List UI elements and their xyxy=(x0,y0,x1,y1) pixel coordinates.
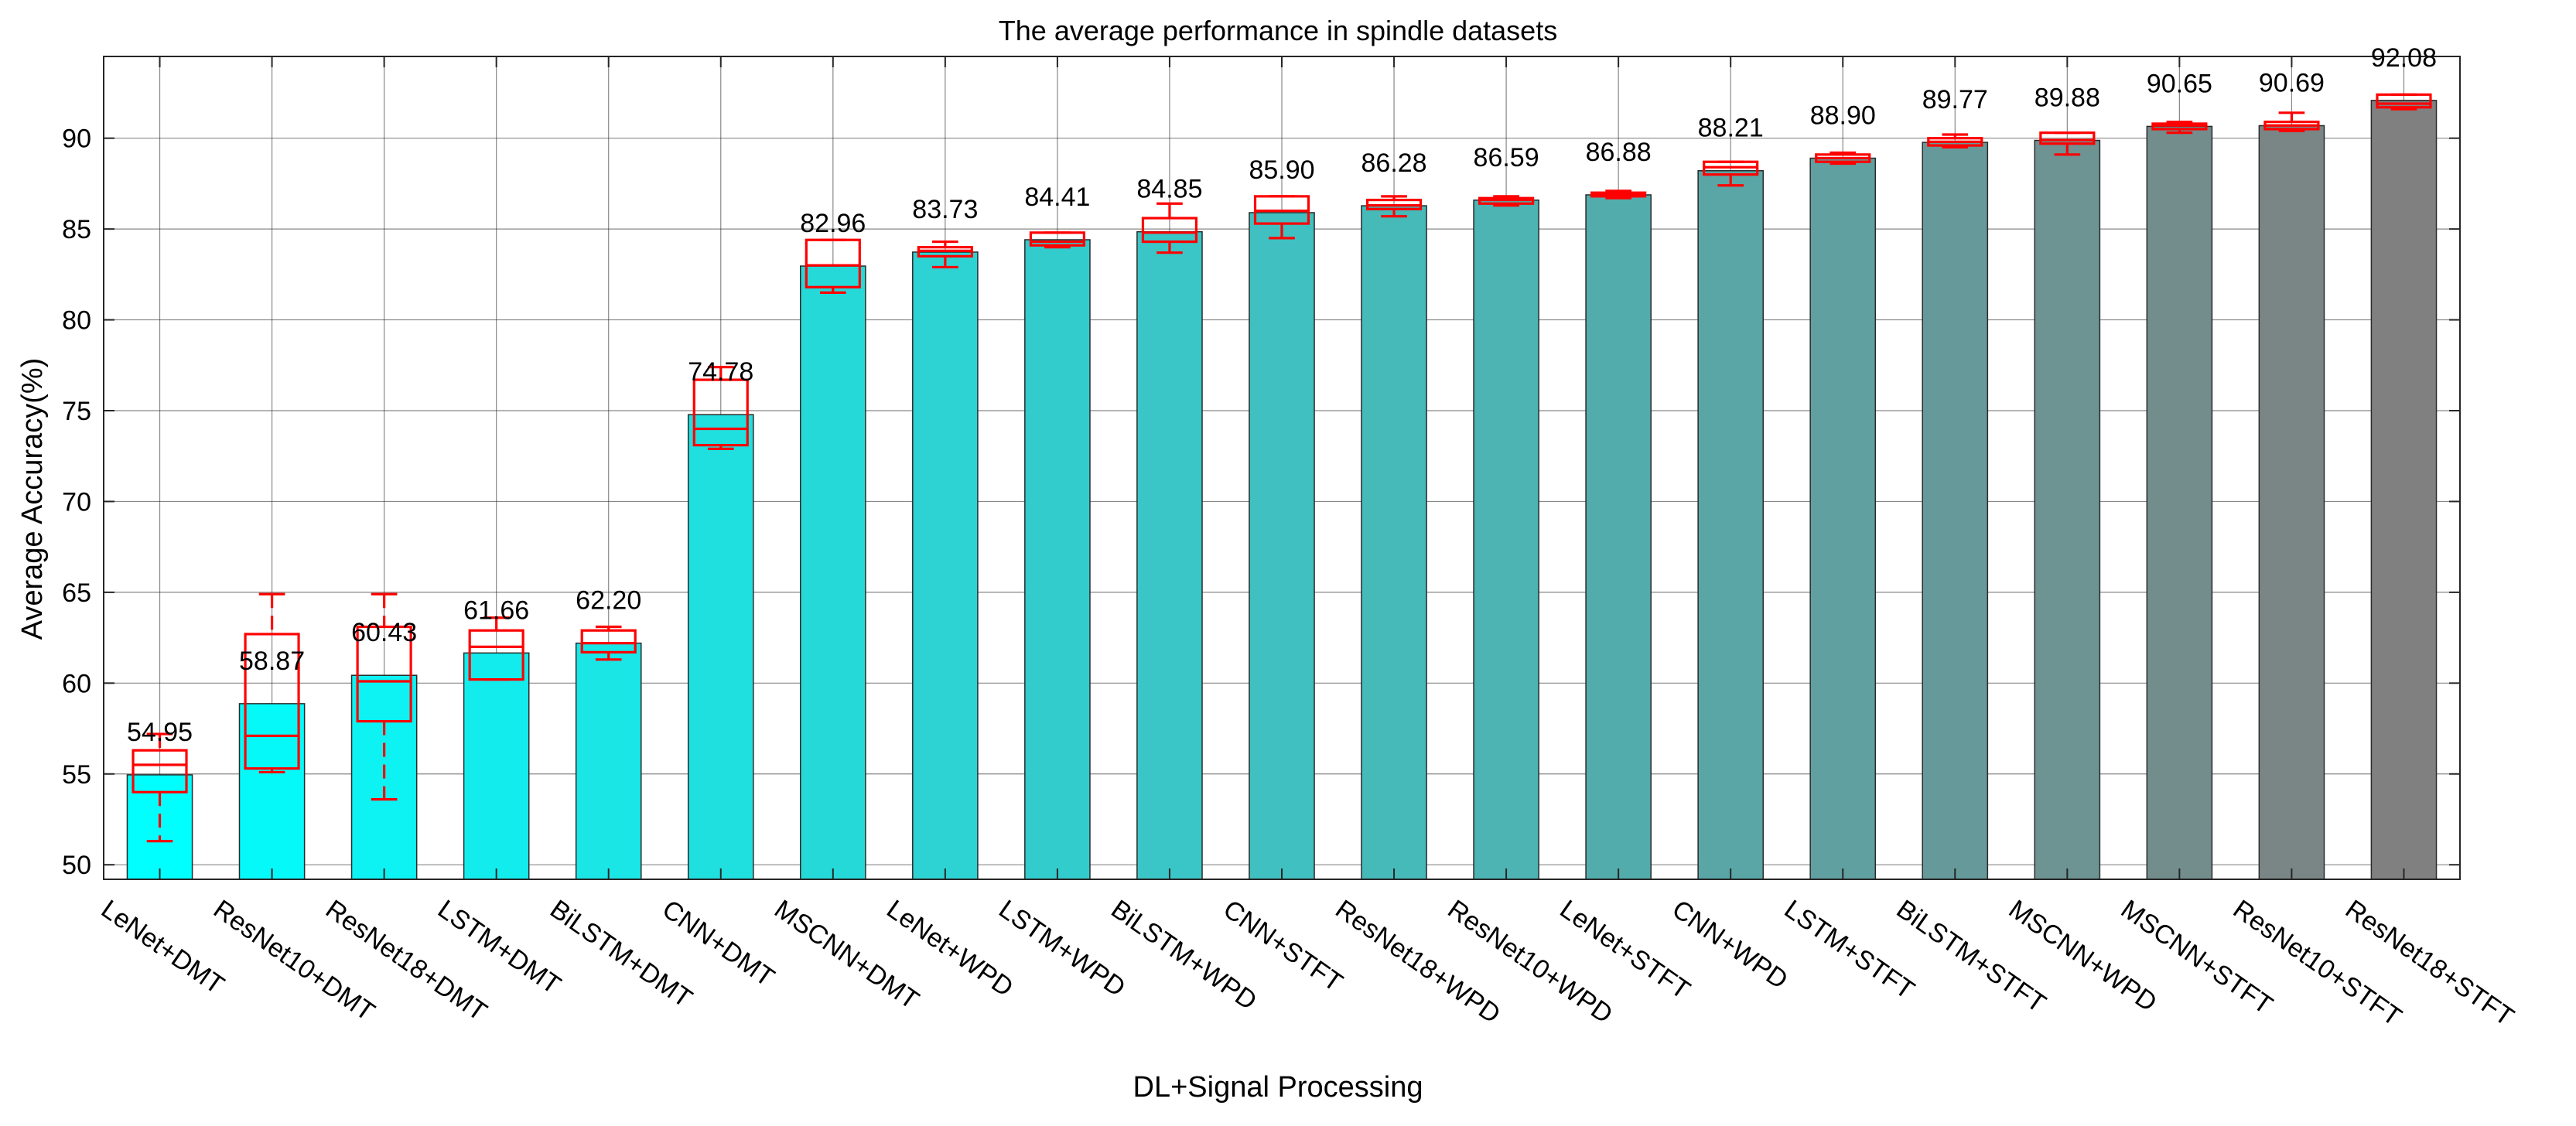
boxplot xyxy=(2376,93,2432,111)
boxplot xyxy=(917,240,973,269)
value-label: 62.20 xyxy=(576,586,641,616)
bar xyxy=(1585,194,1652,880)
bar xyxy=(2034,139,2101,880)
boxplot-box xyxy=(244,633,300,770)
boxplot xyxy=(2151,120,2208,135)
boxplot-box xyxy=(468,629,524,681)
value-label: 84.41 xyxy=(1024,183,1090,212)
value-label: 83.73 xyxy=(912,195,978,224)
value-label: 85.90 xyxy=(1249,155,1314,185)
boxplot-box xyxy=(805,238,861,288)
x-axis-label: DL+Signal Processing xyxy=(1133,1071,1423,1104)
boxplot xyxy=(132,732,188,843)
boxplot-box xyxy=(2039,131,2096,145)
bar xyxy=(1473,200,1539,880)
value-label: 88.21 xyxy=(1698,114,1764,143)
value-label: 61.66 xyxy=(463,595,529,625)
boxplot xyxy=(580,625,637,661)
boxplot xyxy=(468,616,524,681)
boxplot xyxy=(2039,131,2096,156)
boxplot-box xyxy=(2376,93,2432,109)
value-label: 58.87 xyxy=(239,647,305,676)
bar xyxy=(2258,125,2325,880)
boxplot-box xyxy=(580,629,637,654)
bar xyxy=(1249,212,1315,880)
boxplot xyxy=(2263,111,2320,132)
value-label: 89.88 xyxy=(2034,84,2100,113)
value-label: 84.85 xyxy=(1136,175,1202,204)
bar xyxy=(575,642,642,880)
boxplot xyxy=(1927,133,1983,149)
boxplot xyxy=(1478,195,1535,207)
value-label: 82.96 xyxy=(800,209,866,238)
boxplot-box xyxy=(692,378,749,447)
boxplot xyxy=(1703,160,1759,187)
y-tick-label: 85 xyxy=(62,215,91,244)
y-tick-label: 60 xyxy=(62,669,91,698)
boxplot xyxy=(1815,151,1871,165)
bar xyxy=(238,703,306,880)
bar xyxy=(1809,157,1877,880)
y-tick-label: 55 xyxy=(62,760,91,790)
boxplot-box xyxy=(132,749,188,793)
boxplot xyxy=(1365,195,1423,218)
value-label: 86.59 xyxy=(1474,143,1539,172)
value-label: 74.78 xyxy=(688,357,753,387)
value-label: 88.90 xyxy=(1810,101,1876,131)
boxplot-box xyxy=(1141,217,1198,244)
bar xyxy=(1136,230,1203,880)
bar xyxy=(799,265,866,880)
bar xyxy=(2146,125,2213,880)
bar xyxy=(1922,142,1989,880)
y-tick-label: 90 xyxy=(62,125,91,154)
bar xyxy=(2370,100,2438,880)
bar xyxy=(463,652,530,880)
boxplot xyxy=(356,592,412,801)
boxplot xyxy=(1141,202,1198,254)
boxplot-box xyxy=(1029,231,1085,247)
bars xyxy=(126,100,2438,880)
boxplot-box xyxy=(356,625,412,723)
bar xyxy=(687,414,754,880)
value-label: 86.88 xyxy=(1586,138,1652,167)
y-tick-label: 75 xyxy=(62,397,91,426)
value-label: 89.77 xyxy=(1922,85,1988,114)
y-tick-label: 50 xyxy=(62,851,91,880)
boxplot xyxy=(692,366,749,450)
value-labels: 54.95 58.87 60.43 61.66 62.20 74.78 82.96 83.73… xyxy=(127,43,2437,747)
y-tick-label: 70 xyxy=(62,487,91,517)
value-label: 54.95 xyxy=(127,718,193,747)
y-axis-label: Average Accuracy(%) xyxy=(16,358,49,640)
bar xyxy=(912,251,979,880)
boxplot xyxy=(244,592,300,774)
value-label: 90.65 xyxy=(2147,69,2212,98)
y-tick-label: 80 xyxy=(62,306,91,336)
value-label: 86.28 xyxy=(1361,148,1427,178)
bar xyxy=(1024,239,1091,880)
boxplot xyxy=(1253,195,1310,240)
boxplot xyxy=(805,238,861,294)
y-tick-label: 65 xyxy=(62,578,91,608)
chart-title: The average performance in spindle datas… xyxy=(999,15,1557,46)
value-label: 90.69 xyxy=(2259,68,2325,97)
boxplot xyxy=(1029,231,1085,249)
boxplot xyxy=(1590,189,1647,200)
value-label: 92.08 xyxy=(2371,43,2437,73)
bar xyxy=(1697,169,1765,880)
bar xyxy=(1361,205,1427,880)
value-label: 60.43 xyxy=(351,618,417,647)
boxplots xyxy=(132,93,2432,843)
